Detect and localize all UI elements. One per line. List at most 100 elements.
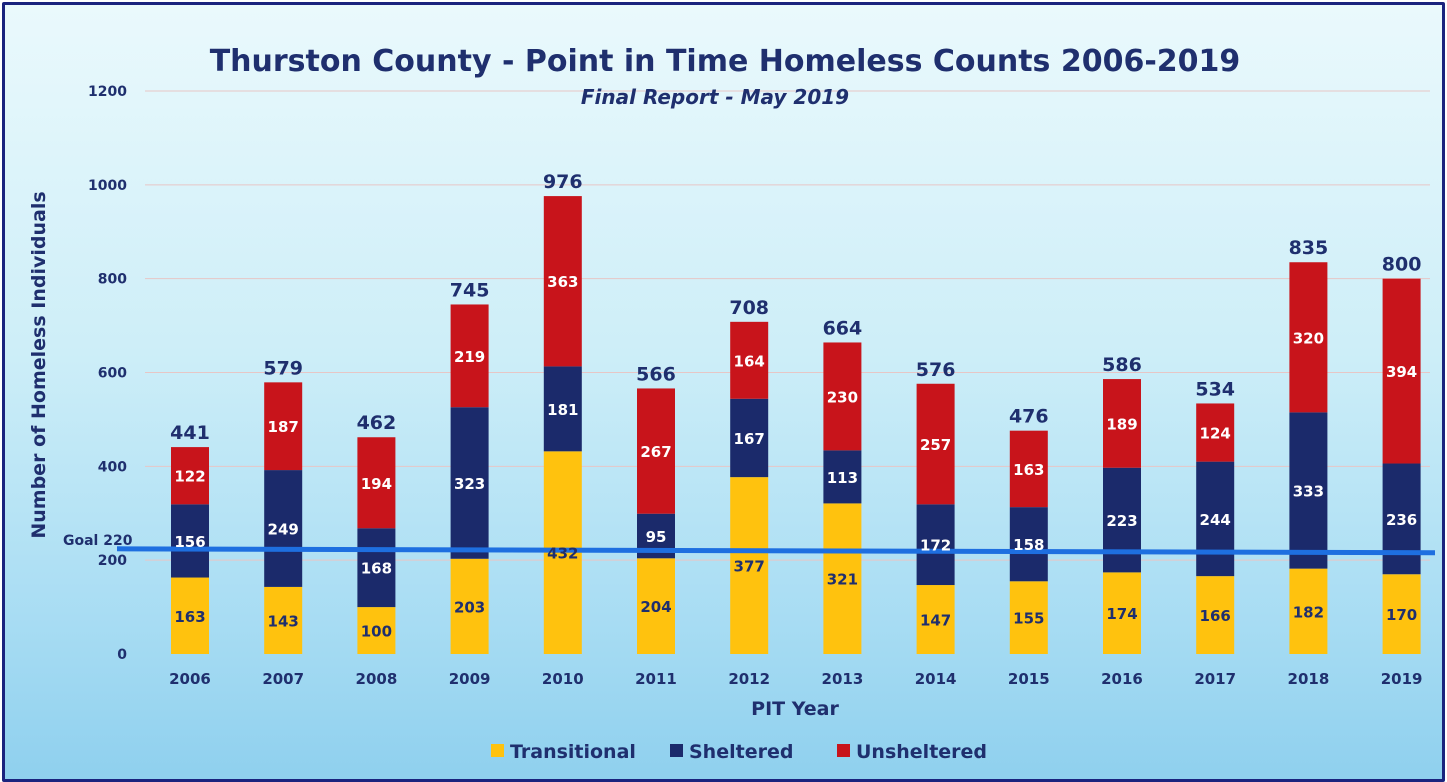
chart-title: Thurston County - Point in Time Homeless…: [210, 44, 1241, 79]
bar-unsheltered-2011: [637, 388, 675, 514]
bar-sheltered-2007: [264, 470, 303, 587]
data-label-sheltered: 323: [454, 475, 485, 493]
x-tick-label: 2012: [728, 670, 770, 688]
data-label-unsheltered: 189: [1106, 415, 1137, 433]
y-tick-label: 1000: [88, 178, 127, 194]
x-tick-label: 2007: [262, 670, 304, 688]
data-label-sheltered: 249: [268, 520, 299, 538]
bar-sheltered-2008: [357, 528, 396, 608]
bar-unsheltered-2017: [1196, 403, 1235, 462]
data-label-transitional: 321: [827, 571, 858, 589]
data-label-sheltered: 168: [361, 560, 392, 578]
bar-sheltered-2019: [1382, 463, 1421, 575]
y-axis-ticks: 0 200 400 600 800 1000 1200: [88, 84, 127, 663]
data-label-sheltered: 167: [734, 430, 765, 448]
data-label-transitional: 100: [361, 623, 392, 641]
data-label-sheltered: 244: [1200, 511, 1231, 529]
data-label-unsheltered: 122: [174, 468, 205, 486]
legend-swatch-sheltered: [670, 744, 683, 757]
data-label-sheltered: 236: [1386, 511, 1417, 529]
bar-unsheltered-2012: [730, 321, 769, 399]
bar-unsheltered-2008: [357, 437, 396, 529]
goal-label: Goal 220: [63, 533, 133, 549]
y-tick-label: 400: [98, 459, 127, 475]
legend-label-unsheltered: Unsheltered: [856, 741, 987, 763]
legend-label-sheltered: Sheltered: [689, 741, 793, 763]
bar-transitional-2017: [1196, 576, 1235, 654]
total-label: 534: [1195, 378, 1235, 400]
bar-unsheltered-2010: [543, 196, 582, 367]
bar-sheltered-2009: [450, 407, 489, 559]
total-label: 745: [450, 279, 490, 301]
data-label-transitional: 432: [547, 545, 578, 563]
data-label-unsheltered: 163: [1013, 461, 1044, 479]
legend: Transitional Sheltered Unsheltered: [491, 741, 987, 763]
bar-transitional-2008: [357, 607, 396, 654]
x-tick-label: 2016: [1101, 670, 1143, 688]
bar-labels: 163 156 122 441 143 249 187 579 100 168 194 462 203 3…: [170, 171, 1421, 640]
x-tick-label: 2006: [169, 670, 211, 688]
legend-swatch-transitional: [491, 744, 504, 757]
bar-sheltered-2016: [1103, 467, 1141, 573]
bar-transitional-2007: [264, 586, 303, 654]
y-tick-label: 0: [117, 647, 127, 663]
goal-line: [116, 546, 1436, 556]
x-tick-label: 2018: [1288, 670, 1330, 688]
bar-unsheltered-2014: [916, 383, 955, 505]
bar-unsheltered-2006: [171, 447, 209, 505]
data-label-unsheltered: 187: [268, 418, 299, 436]
y-tick-label: 200: [98, 553, 127, 569]
total-label: 579: [263, 357, 303, 379]
bar-transitional-2016: [1103, 572, 1141, 654]
y-tick-label: 1200: [88, 84, 127, 100]
total-label: 976: [543, 171, 583, 193]
data-label-unsheltered: 219: [454, 348, 485, 366]
y-axis-label: Number of Homeless Individuals: [28, 191, 50, 538]
bar-transitional-2009: [450, 558, 489, 654]
bar-transitional-2018: [1289, 568, 1328, 654]
total-label: 708: [729, 297, 769, 319]
bar-sheltered-2006: [171, 504, 209, 578]
data-label-unsheltered: 194: [361, 475, 392, 493]
x-axis-label: PIT Year: [751, 698, 839, 720]
bar-transitional-2014: [916, 585, 955, 654]
x-tick-label: 2017: [1194, 670, 1236, 688]
x-tick-label: 2008: [356, 670, 398, 688]
data-label-unsheltered: 124: [1200, 425, 1231, 443]
data-label-unsheltered: 230: [827, 388, 858, 406]
data-label-sheltered: 95: [646, 528, 667, 546]
x-tick-label: 2010: [542, 670, 584, 688]
x-tick-label: 2014: [915, 670, 957, 688]
bar-unsheltered-2016: [1103, 379, 1141, 468]
x-tick-label: 2019: [1381, 670, 1423, 688]
bar-unsheltered-2009: [450, 304, 489, 408]
data-label-unsheltered: 363: [547, 273, 578, 291]
data-label-unsheltered: 164: [734, 352, 765, 370]
total-label: 476: [1009, 406, 1049, 428]
bar-transitional-2006: [171, 577, 209, 654]
data-label-transitional: 170: [1386, 606, 1417, 624]
bar-sheltered-2012: [730, 398, 769, 478]
legend-swatch-unsheltered: [837, 744, 850, 757]
bar-transitional-2015: [1009, 581, 1048, 654]
data-label-transitional: 147: [920, 612, 951, 630]
y-tick-label: 800: [98, 272, 127, 288]
data-label-transitional: 163: [174, 608, 205, 626]
data-label-unsheltered: 394: [1386, 363, 1417, 381]
bar-sheltered-2017: [1196, 461, 1235, 577]
chart-canvas: Goal 220 1631561224411432491875791001681…: [28, 44, 1436, 763]
data-label-transitional: 143: [268, 612, 299, 630]
x-axis-ticks: 2006 2007 2008 2009 2010 2011 2012 2013 2014 2015…: [169, 670, 1422, 688]
data-label-sheltered: 223: [1106, 512, 1137, 530]
bar-unsheltered-2018: [1289, 262, 1328, 413]
data-label-unsheltered: 257: [920, 436, 951, 454]
bar-sheltered-2018: [1289, 412, 1328, 569]
bar-transitional-2011: [637, 558, 675, 654]
data-label-transitional: 377: [734, 558, 765, 576]
bar-transitional-2012: [730, 477, 769, 654]
bar-sheltered-2015: [1009, 507, 1048, 582]
data-label-transitional: 155: [1013, 610, 1044, 628]
y-tick-label: 600: [98, 366, 127, 382]
data-label-sheltered: 158: [1013, 536, 1044, 554]
